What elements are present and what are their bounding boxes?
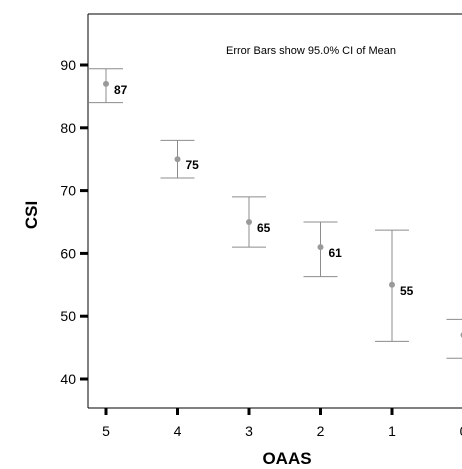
y-tick-label: 90 xyxy=(60,57,76,73)
x-tick-label: 3 xyxy=(245,423,253,439)
mean-markers xyxy=(103,80,462,338)
y-tick-label: 60 xyxy=(60,245,76,261)
mean-marker xyxy=(389,281,395,288)
x-tick-label: 2 xyxy=(317,423,325,439)
x-axis-title: OAAS xyxy=(262,449,311,468)
mean-marker xyxy=(103,80,109,87)
data-labels: 87 75 65 61 55 xyxy=(114,83,414,298)
x-tick-label: 0 xyxy=(460,423,462,439)
data-label: 65 xyxy=(257,221,271,235)
data-label: 87 xyxy=(114,83,128,97)
x-tick-label: 1 xyxy=(388,423,396,439)
y-axis-title: CSI xyxy=(22,201,41,229)
y-axis: 40 50 60 70 80 90 xyxy=(60,57,88,387)
y-tick-label: 80 xyxy=(60,120,76,136)
x-tick-label: 5 xyxy=(102,423,110,439)
y-tick-label: 50 xyxy=(60,308,76,324)
error-bars xyxy=(89,68,462,359)
mean-marker xyxy=(246,219,252,225)
mean-marker xyxy=(317,244,324,251)
data-label: 75 xyxy=(186,158,200,172)
data-label: 61 xyxy=(329,246,343,260)
plot-frame xyxy=(87,13,462,409)
x-tick-label: 4 xyxy=(174,423,182,439)
y-tick-label: 70 xyxy=(60,183,76,199)
data-label: 55 xyxy=(400,284,414,298)
x-axis: 5 4 3 2 1 0 xyxy=(102,408,462,439)
mean-marker xyxy=(174,156,181,163)
error-bar-note: Error Bars show 95.0% CI of Mean xyxy=(226,45,396,57)
y-tick-label: 40 xyxy=(60,371,76,387)
